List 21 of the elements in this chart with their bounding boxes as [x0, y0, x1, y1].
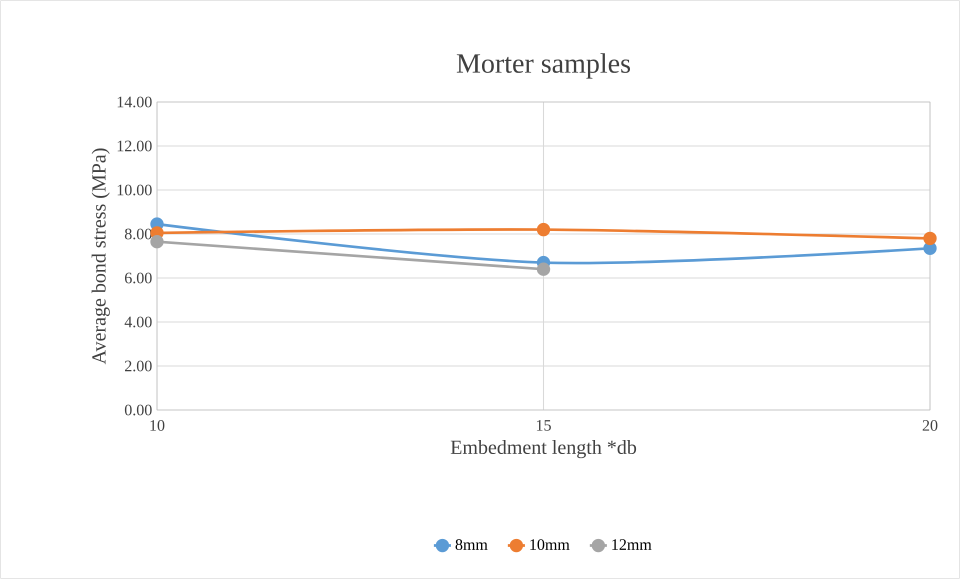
y-tick-label: 6.00 — [124, 272, 152, 284]
x-tick-label: 20 — [922, 420, 938, 431]
point — [536, 222, 550, 236]
y-tick-label: 2.00 — [125, 360, 152, 372]
point — [150, 235, 164, 248]
x-tick-label: 15 — [536, 420, 551, 431]
y-tick-label: 14.00 — [118, 96, 152, 108]
y-tick-label: 4.00 — [124, 316, 152, 328]
y-tick-label: 12.00 — [118, 140, 152, 152]
x-axis-title: Embedment length *db — [450, 440, 636, 458]
legend-label: 12mm — [612, 539, 652, 550]
y-tick-label: 10.00 — [118, 184, 152, 196]
y-tick-label: 8.00 — [124, 228, 152, 240]
point — [923, 232, 937, 246]
y-tick-label: 0.00 — [124, 404, 152, 416]
x-tick-label: 10 — [150, 420, 164, 431]
y-axis-title: Average bond stress (MPa) — [92, 148, 110, 364]
legend-label: 10mm — [530, 539, 570, 550]
chart-title: Morter samples — [456, 53, 630, 79]
point — [536, 262, 550, 276]
legend-label: 8mm — [456, 539, 488, 550]
